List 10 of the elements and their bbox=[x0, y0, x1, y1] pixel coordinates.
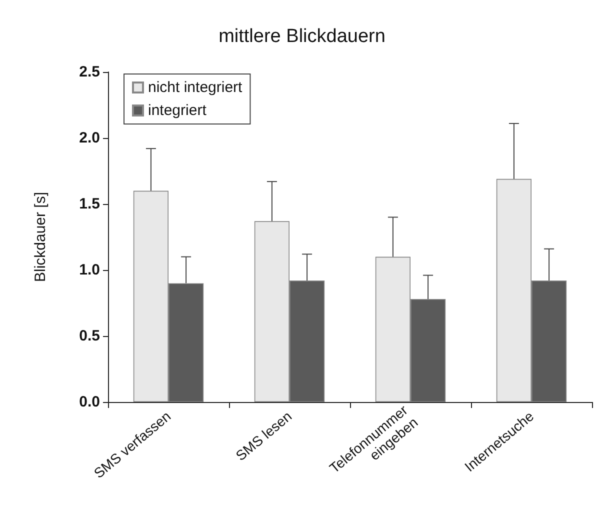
y-tick-label: 0.0 bbox=[79, 394, 100, 410]
y-tick-label: 0.5 bbox=[79, 328, 100, 344]
chart-title: mittlere Blickdauern bbox=[218, 26, 386, 47]
y-axis-title: Blickdauer [s] bbox=[32, 192, 49, 282]
legend-label: nicht integriert bbox=[148, 79, 244, 96]
y-tick-label: 2.0 bbox=[79, 130, 100, 146]
y-tick-label: 1.0 bbox=[79, 262, 100, 278]
legend-label: integriert bbox=[148, 102, 208, 119]
y-tick-label: 1.5 bbox=[79, 196, 100, 212]
y-tick-label: 2.5 bbox=[79, 64, 100, 80]
